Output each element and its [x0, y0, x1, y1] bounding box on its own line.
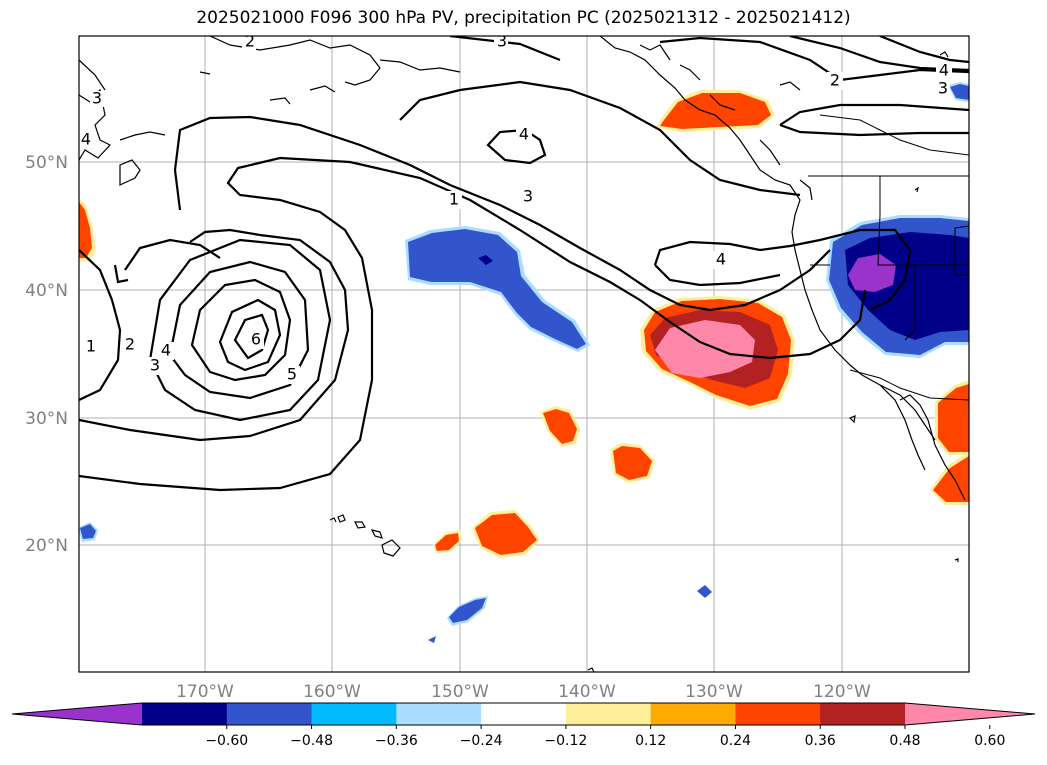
- colorbar-extend-min: [12, 703, 142, 725]
- colorbar-tick-label: −0.36: [375, 733, 418, 749]
- colorbar-tick-label: 0.24: [720, 733, 751, 749]
- colorbar-segment: [226, 703, 313, 725]
- colorbar-outline: [11, 702, 1036, 726]
- lon-label-160w: 160°W: [303, 682, 361, 702]
- longitude-labels: 170°W 160°W 150°W 140°W 130°W 120°W: [176, 682, 871, 702]
- contour-label-6: 6: [251, 330, 261, 349]
- lat-label-50: 50°N: [25, 153, 68, 173]
- lat-label-40: 40°N: [25, 281, 68, 301]
- lon-label-140w: 140°W: [558, 682, 616, 702]
- latitude-labels: 50°N 40°N 30°N 20°N: [25, 153, 68, 556]
- colorbar-segment: [142, 703, 228, 725]
- contour-label-1: 1: [449, 190, 459, 209]
- contour-label-1b: 1: [86, 337, 96, 356]
- colorbar-tick-label: 0.60: [974, 733, 1005, 749]
- colorbar-tick-label: 0.36: [805, 733, 836, 749]
- lon-label-170w: 170°W: [176, 682, 234, 702]
- contour-label-5: 5: [287, 365, 297, 384]
- colorbar-tick-label: −0.48: [290, 733, 333, 749]
- contour-label-4d: 4: [81, 130, 91, 149]
- colorbar-tick-label: −0.12: [544, 733, 587, 749]
- contour-label-2c: 2: [245, 32, 255, 51]
- colorbar-segment: [735, 703, 821, 725]
- lon-label-130w: 130°W: [685, 682, 743, 702]
- colorbar-tick-label: −0.24: [460, 733, 503, 749]
- contour-label-2a: 2: [830, 71, 840, 90]
- colorbar-segment: [650, 703, 736, 725]
- contour-label-3b: 3: [938, 79, 948, 98]
- colorbar-tick-label: 0.48: [889, 733, 920, 749]
- pv-contours: [79, 36, 969, 492]
- colorbar: −0.60 −0.48 −0.36 −0.24 −0.12 0.12 0.24 0.36 0.4…: [11, 702, 1036, 749]
- colorbar-tick-label: 0.12: [635, 733, 666, 749]
- colorbar-extend-max: [905, 703, 1035, 725]
- contour-label-4c: 4: [939, 61, 949, 80]
- colorbar-segment: [565, 703, 652, 725]
- colorbar-segment: [481, 703, 567, 725]
- map-frame: [78, 35, 970, 673]
- lon-label-120w: 120°W: [813, 682, 871, 702]
- colorbar-segment: [820, 703, 906, 725]
- colorbar-segment: [396, 703, 482, 725]
- lat-label-30: 30°N: [25, 409, 68, 429]
- contour-labels: 1 3 4 4 2 4 3 3 4 1 2 4 3 6: [79, 32, 952, 384]
- contour-label-2b: 2: [125, 335, 135, 354]
- precip-negative-areas: [79, 82, 969, 643]
- contour-label-4a: 4: [519, 125, 529, 144]
- contour-label-3e: 3: [497, 32, 507, 51]
- lat-label-20: 20°N: [25, 536, 68, 556]
- colorbar-segment: [311, 703, 397, 725]
- contour-label-3a: 3: [523, 187, 533, 206]
- contour-label-4e: 4: [161, 341, 171, 360]
- map-title: 2025021000 F096 300 hPa PV, precipitatio…: [196, 8, 851, 28]
- contour-label-3d: 3: [150, 356, 160, 375]
- colorbar-tick-label: −0.60: [205, 733, 248, 749]
- map-content: 1 3 4 4 2 4 3 3 4 1 2 4 3 6: [79, 32, 969, 672]
- lon-label-150w: 150°W: [431, 682, 489, 702]
- contour-label-3c: 3: [92, 89, 102, 108]
- contour-label-4b: 4: [716, 250, 726, 269]
